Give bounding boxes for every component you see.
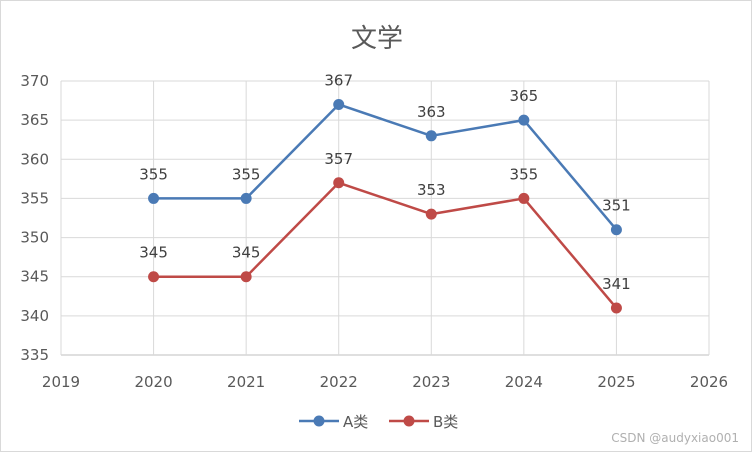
chart-title: 文学 xyxy=(351,24,403,54)
data-label: 353 xyxy=(417,181,446,199)
data-point xyxy=(240,192,252,204)
x-tick-label: 2019 xyxy=(42,373,80,391)
y-axis: 335 340 345 350 355 360 365 370 xyxy=(20,72,49,364)
legend-label: A类 xyxy=(343,413,368,431)
data-label: 355 xyxy=(510,165,539,183)
legend-marker xyxy=(403,415,415,427)
data-point xyxy=(148,192,160,204)
data-label: 365 xyxy=(510,87,539,105)
data-point xyxy=(610,302,622,314)
y-tick-label: 355 xyxy=(20,189,49,207)
x-tick-label: 2021 xyxy=(227,373,265,391)
data-point xyxy=(333,98,345,110)
data-point xyxy=(425,130,437,142)
y-tick-label: 335 xyxy=(20,346,49,364)
y-tick-label: 365 xyxy=(20,111,49,129)
data-label: 341 xyxy=(602,275,631,293)
watermark: CSDN @audyxiao001 xyxy=(611,431,739,445)
y-tick-label: 370 xyxy=(20,72,49,90)
legend-marker xyxy=(313,415,325,427)
x-tick-label: 2024 xyxy=(505,373,543,391)
legend: A类 B类 xyxy=(299,413,458,431)
x-tick-label: 2023 xyxy=(412,373,450,391)
series-a: 355 355 367 363 365 351 xyxy=(139,71,631,236)
data-point xyxy=(333,177,345,189)
x-axis: 2019 2020 2021 2022 2023 2024 2025 2026 xyxy=(42,373,728,391)
data-point xyxy=(425,208,437,220)
series-layer: 355 355 367 363 365 351 345 345 357 353 355 341 xyxy=(139,71,631,314)
data-point xyxy=(240,271,252,283)
series-b: 345 345 357 353 355 341 xyxy=(139,150,631,314)
data-label: 367 xyxy=(324,71,353,89)
data-label: 345 xyxy=(139,244,168,262)
x-tick-label: 2020 xyxy=(134,373,172,391)
x-tick-label: 2022 xyxy=(320,373,358,391)
series-line xyxy=(153,103,618,231)
data-label: 355 xyxy=(139,165,168,183)
y-tick-label: 360 xyxy=(20,150,49,168)
x-tick-label: 2026 xyxy=(690,373,728,391)
data-label: 351 xyxy=(602,197,631,215)
series-line xyxy=(153,181,618,309)
x-tick-label: 2025 xyxy=(597,373,635,391)
y-tick-label: 345 xyxy=(20,268,49,286)
data-point xyxy=(518,192,530,204)
data-label: 355 xyxy=(232,165,261,183)
data-point xyxy=(610,224,622,236)
grid xyxy=(60,80,710,356)
data-point xyxy=(148,271,160,283)
data-label: 363 xyxy=(417,103,446,121)
data-label: 345 xyxy=(232,244,261,262)
y-tick-label: 340 xyxy=(20,307,49,325)
legend-label: B类 xyxy=(433,413,458,431)
data-point xyxy=(518,114,530,126)
y-tick-label: 350 xyxy=(20,229,49,247)
data-label: 357 xyxy=(324,150,353,168)
